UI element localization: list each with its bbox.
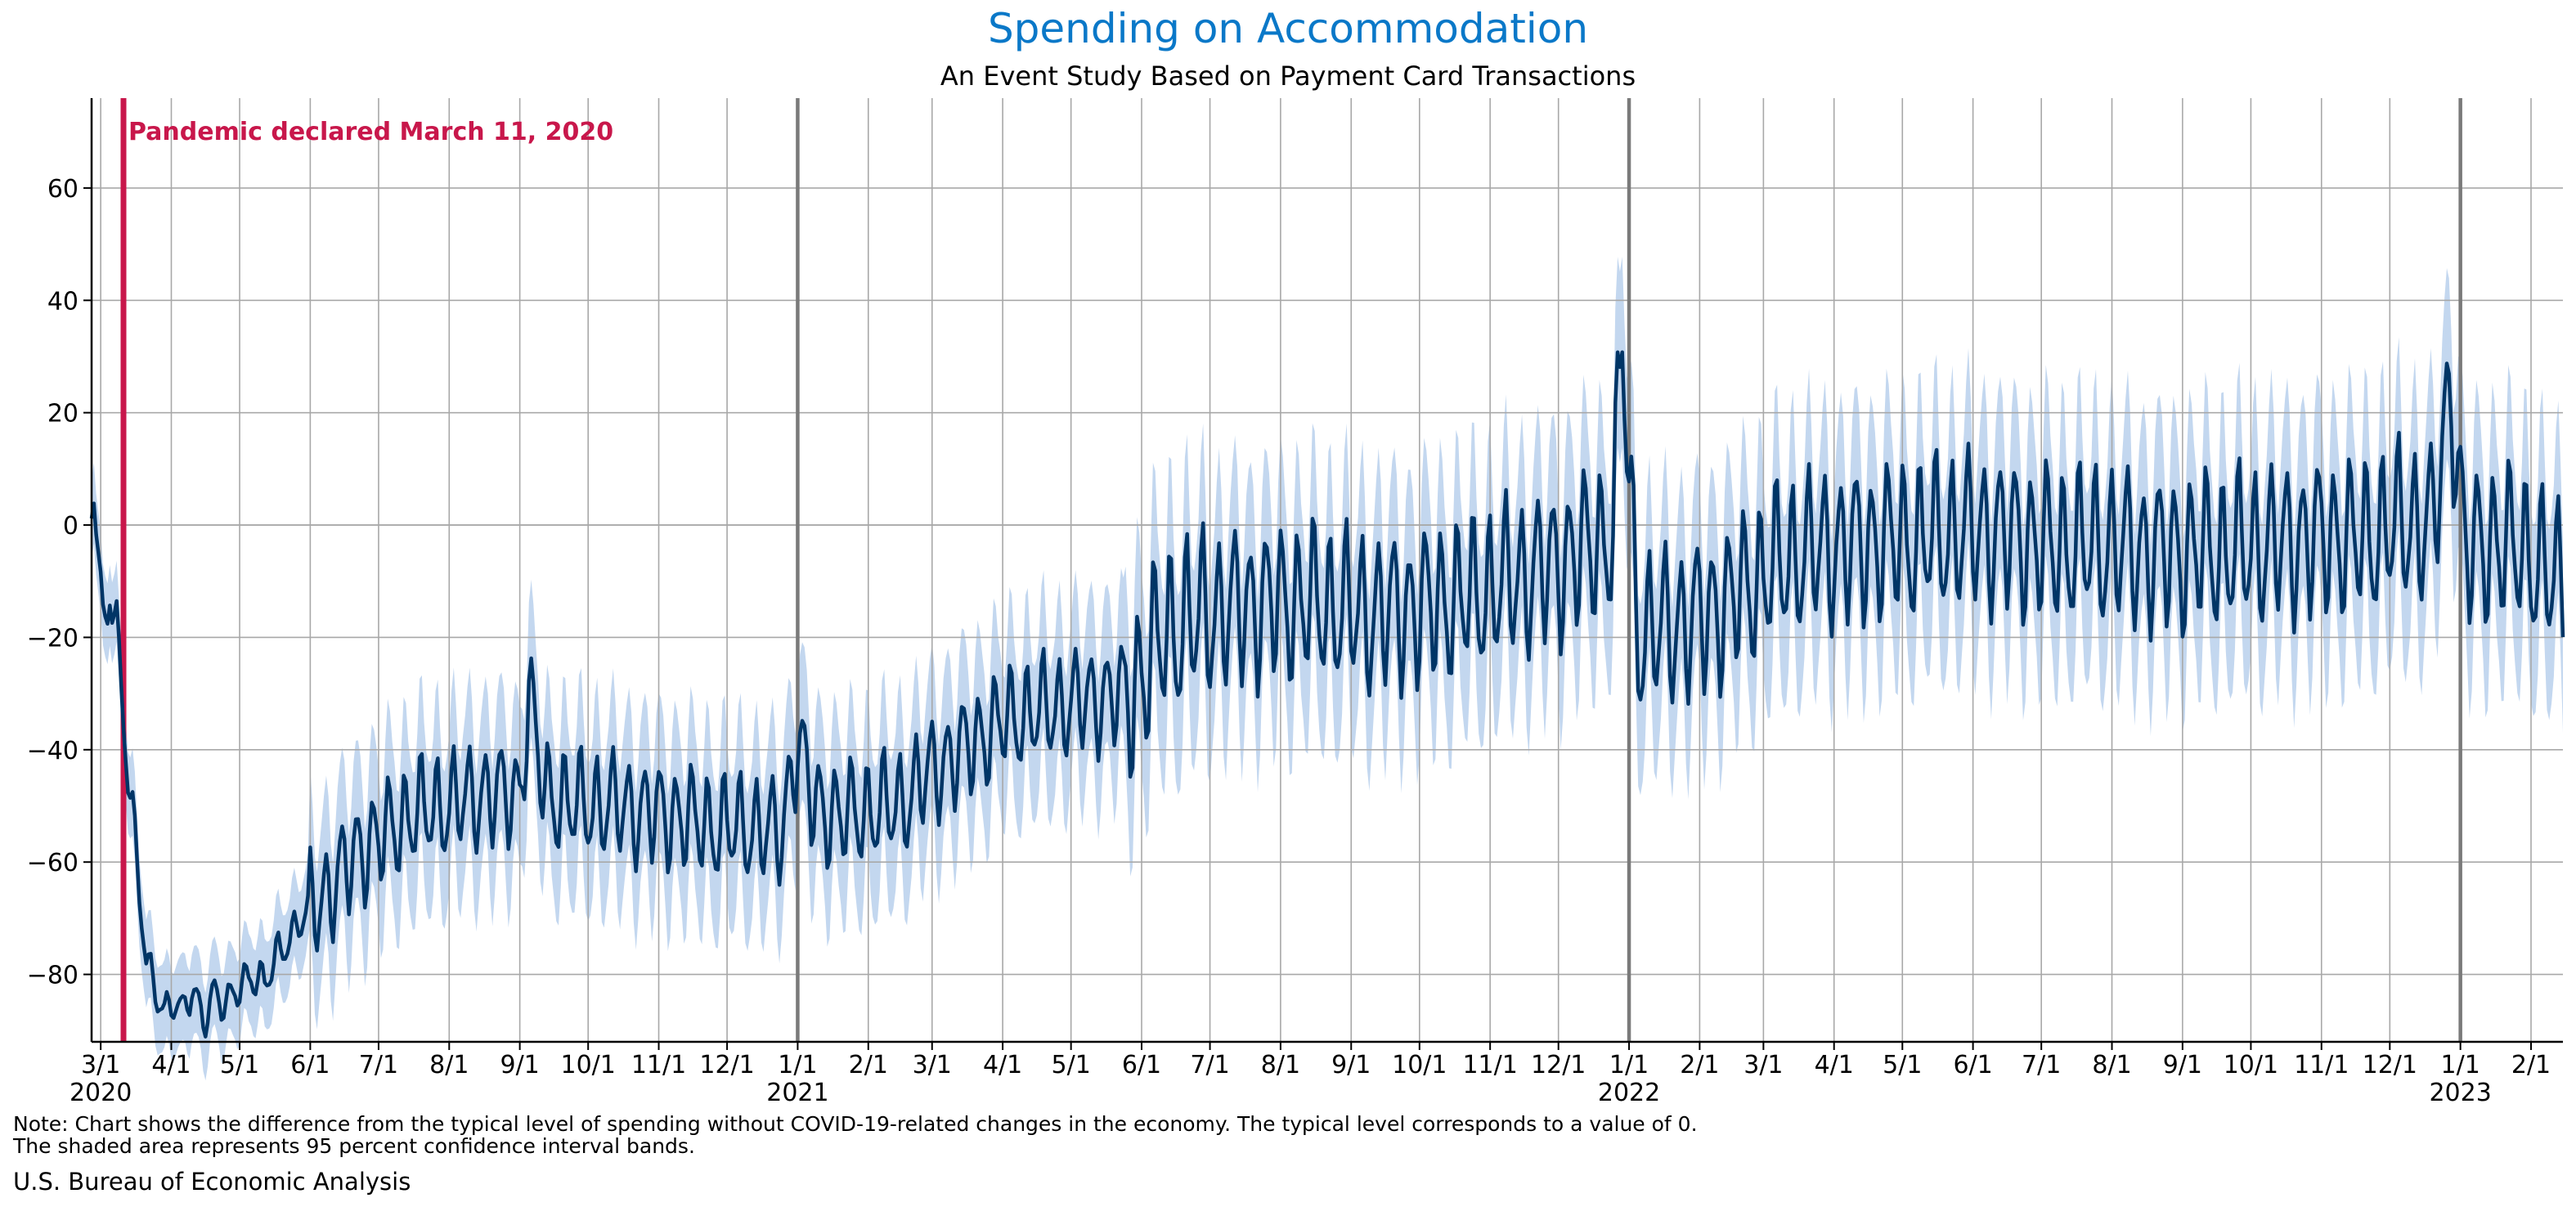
y-axis-ticks: −80 −60 −40 −20 0 20 40 60	[27, 175, 92, 990]
x-year-label: 2023	[2429, 1079, 2491, 1107]
x-tick-label: 11/1	[2294, 1051, 2349, 1079]
x-tick-label: 12/1	[1531, 1051, 1586, 1079]
x-tick-label: 4/1	[1815, 1051, 1854, 1079]
chart-note-line-2: The shaded area represents 95 percent co…	[13, 1134, 695, 1158]
pandemic-event-label: Pandemic declared March 11, 2020	[128, 118, 613, 146]
x-tick-label: 9/1	[2163, 1051, 2202, 1079]
x-year-label: 2021	[766, 1079, 828, 1107]
spending-line	[89, 350, 2565, 1039]
chart-title: Spending on Accommodation	[987, 5, 1589, 52]
x-tick-label: 12/1	[2363, 1051, 2417, 1079]
chart-subtitle: An Event Study Based on Payment Card Tra…	[940, 61, 1636, 92]
x-tick-label: 7/1	[1190, 1051, 1229, 1079]
x-year-label: 2022	[1598, 1079, 1660, 1107]
x-year-label: 2020	[70, 1079, 132, 1107]
x-tick-label: 11/1	[631, 1051, 686, 1079]
x-tick-label: 10/1	[1392, 1051, 1447, 1079]
year-separator-lines	[796, 98, 2462, 1042]
x-tick-label: 4/1	[983, 1051, 1022, 1079]
x-tick-label: 8/1	[2092, 1051, 2131, 1079]
x-tick-label: 10/1	[2224, 1051, 2278, 1079]
x-tick-label: 5/1	[1883, 1051, 1922, 1079]
x-tick-label: 7/1	[359, 1051, 398, 1079]
x-tick-label: 7/1	[2022, 1051, 2061, 1079]
y-tick-label: 60	[47, 175, 79, 204]
x-tick-label: 3/1	[1744, 1051, 1783, 1079]
x-tick-label: 9/1	[1331, 1051, 1371, 1079]
axes	[90, 98, 2563, 1043]
y-tick-label: 20	[47, 400, 79, 429]
x-tick-label: 9/1	[500, 1051, 539, 1079]
x-tick-label: 6/1	[1953, 1051, 1992, 1079]
x-tick-label: 5/1	[1052, 1051, 1091, 1079]
chart-note-line-1: Note: Chart shows the difference from th…	[13, 1112, 1698, 1136]
confidence-band-group	[92, 256, 2563, 1081]
x-tick-label: 2/1	[2511, 1051, 2551, 1079]
x-tick-label: 3/1	[81, 1051, 120, 1079]
y-tick-label: −60	[27, 849, 79, 877]
x-tick-label: 1/1	[2441, 1051, 2480, 1079]
x-tick-label: 1/1	[778, 1051, 817, 1079]
x-tick-label: 11/1	[1462, 1051, 1517, 1079]
x-tick-label: 2/1	[1680, 1051, 1719, 1079]
confidence-band	[92, 256, 2563, 1081]
x-tick-label: 6/1	[1122, 1051, 1161, 1079]
x-tick-label: 8/1	[429, 1051, 469, 1079]
chart-source: U.S. Bureau of Economic Analysis	[13, 1168, 411, 1196]
x-tick-label: 8/1	[1261, 1051, 1300, 1079]
spending-series-group	[89, 350, 2565, 1039]
x-tick-label: 6/1	[290, 1051, 330, 1079]
x-tick-label: 3/1	[913, 1051, 952, 1079]
y-tick-label: −80	[27, 962, 79, 990]
y-tick-label: −20	[27, 624, 79, 653]
y-tick-label: −40	[27, 737, 79, 765]
event-marker: Pandemic declared March 11, 2020	[120, 98, 613, 1042]
x-tick-label: 5/1	[220, 1051, 259, 1079]
y-tick-label: 40	[47, 287, 79, 316]
x-tick-label: 1/1	[1609, 1051, 1649, 1079]
x-tick-label: 2/1	[849, 1051, 888, 1079]
x-tick-label: 4/1	[151, 1051, 191, 1079]
x-tick-label: 10/1	[560, 1051, 615, 1079]
y-tick-label: 0	[63, 512, 79, 541]
x-tick-label: 12/1	[699, 1051, 754, 1079]
